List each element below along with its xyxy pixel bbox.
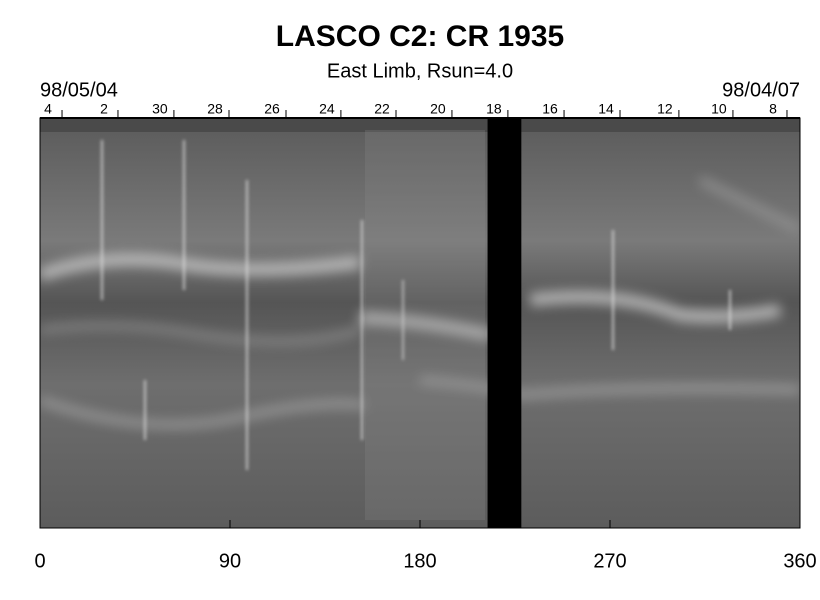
top-tick-label: 28 — [207, 101, 223, 117]
end-date: 98/04/07 — [722, 79, 800, 101]
chart-title: LASCO C2: CR 1935 — [276, 20, 564, 53]
top-tick-label: 18 — [486, 101, 502, 117]
top-tick-label: 26 — [264, 101, 280, 117]
top-tick-label: 4 — [44, 101, 52, 117]
top-tick-label: 16 — [542, 101, 558, 117]
top-tick-label: 10 — [711, 101, 727, 117]
x-tick-label: 270 — [593, 550, 626, 572]
top-tick-label: 30 — [152, 101, 168, 117]
x-tick-label: 180 — [403, 550, 436, 572]
x-tick-label: 90 — [219, 550, 241, 572]
start-date: 98/05/04 — [40, 79, 118, 101]
data-gap — [487, 118, 522, 528]
chart-subtitle: East Limb, Rsun=4.0 — [327, 60, 513, 82]
top-tick-label: 20 — [430, 101, 446, 117]
x-tick-label: 0 — [34, 550, 45, 572]
top-tick-label: 8 — [769, 101, 777, 117]
top-tick-label: 2 — [100, 101, 108, 117]
top-tick-label: 24 — [319, 101, 335, 117]
map-image — [40, 118, 800, 528]
x-tick-label: 360 — [783, 550, 816, 572]
top-tick-label: 14 — [598, 101, 614, 117]
top-tick-label: 22 — [374, 101, 390, 117]
top-tick-label: 12 — [657, 101, 673, 117]
